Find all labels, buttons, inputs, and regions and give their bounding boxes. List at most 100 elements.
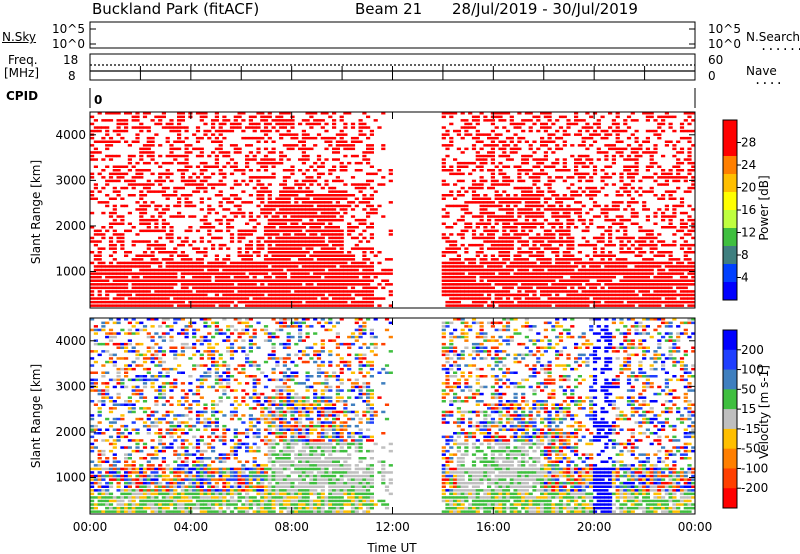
- power-cell: [384, 279, 390, 282]
- power-cell: [540, 240, 545, 243]
- power-cell: [332, 151, 337, 154]
- power-cell: [347, 304, 352, 307]
- power-cell: [324, 122, 329, 126]
- power-cell: [502, 154, 507, 158]
- velocity-cell: [97, 489, 102, 492]
- power-cell: [638, 290, 643, 293]
- power-cell: [460, 186, 465, 190]
- power-cell: [524, 215, 529, 218]
- power-cell: [184, 129, 189, 133]
- power-cell: [638, 179, 643, 183]
- power-cell: [574, 161, 579, 165]
- power-cell: [547, 208, 552, 211]
- power-cell: [298, 183, 303, 186]
- power-cell: [581, 161, 586, 165]
- power-cell: [649, 279, 654, 282]
- velocity-cell: [124, 492, 129, 496]
- power-cell: [127, 183, 132, 186]
- power-cell: [536, 247, 541, 250]
- power-cell: [661, 197, 666, 200]
- power-cell: [139, 300, 144, 304]
- power-cell: [226, 272, 231, 275]
- power-cell: [203, 304, 208, 307]
- power-cell: [664, 112, 669, 115]
- power-cell: [245, 297, 250, 300]
- power-cell: [449, 204, 454, 208]
- power-cell: [468, 133, 473, 136]
- power-cell: [676, 186, 681, 190]
- power-cell: [320, 208, 325, 211]
- power-cell: [316, 122, 322, 126]
- velocity-cell: [135, 489, 140, 492]
- power-cell: [513, 151, 518, 154]
- power-cell: [502, 201, 507, 204]
- power-cell: [343, 147, 348, 151]
- power-cell: [120, 197, 125, 200]
- power-cell: [324, 243, 329, 247]
- power-cell: [615, 229, 620, 233]
- power-cell: [369, 172, 374, 176]
- power-cell: [267, 204, 272, 208]
- power-cell: [543, 154, 548, 158]
- power-cell: [112, 186, 117, 190]
- power-cell: [562, 140, 567, 143]
- power-cell: [260, 119, 265, 122]
- power-cell: [532, 290, 537, 293]
- power-cell: [263, 300, 269, 304]
- power-cell: [679, 304, 685, 307]
- power-cell: [505, 265, 511, 268]
- power-cell: [248, 233, 253, 236]
- power-cell: [165, 236, 170, 240]
- power-cell: [290, 136, 295, 140]
- power-cell: [521, 169, 526, 172]
- power-cell: [309, 179, 314, 183]
- power-cell: [260, 165, 265, 168]
- power-cell: [517, 147, 522, 151]
- power-cell: [97, 286, 102, 290]
- power-cell: [464, 211, 469, 215]
- power-cell: [237, 300, 242, 304]
- velocity-cell: [124, 435, 129, 439]
- power-cell: [441, 112, 446, 115]
- power-cell: [339, 161, 344, 165]
- power-cell: [173, 190, 178, 193]
- power-cell: [108, 283, 114, 286]
- power-cell: [441, 179, 446, 183]
- power-cell: [316, 197, 322, 200]
- power-cell: [180, 275, 185, 279]
- power-cell: [286, 243, 291, 247]
- power-cell: [543, 172, 548, 176]
- power-cell: [294, 201, 299, 204]
- velocity-cell: [101, 375, 106, 378]
- power-cell: [256, 140, 261, 143]
- power-cell: [290, 218, 295, 222]
- power-cell: [668, 194, 673, 197]
- power-cell: [483, 154, 488, 158]
- power-cell: [222, 154, 227, 158]
- power-cell: [456, 261, 461, 265]
- power-cell: [369, 297, 374, 300]
- power-cell: [536, 201, 541, 204]
- power-cell: [294, 144, 299, 147]
- power-cell: [222, 136, 227, 140]
- power-cell: [120, 286, 125, 290]
- power-cell: [305, 236, 310, 240]
- velocity-cell: [105, 485, 110, 488]
- power-cell: [188, 293, 193, 297]
- power-cell: [494, 293, 499, 297]
- velocity-cell: [112, 510, 117, 513]
- power-cell: [460, 126, 465, 129]
- power-cell: [188, 204, 193, 208]
- velocity-cell: [97, 453, 102, 456]
- power-cell: [558, 300, 564, 304]
- power-cell: [623, 251, 628, 254]
- power-cell: [630, 215, 635, 218]
- power-cell: [245, 265, 250, 268]
- power-cell: [487, 133, 492, 136]
- power-cell: [581, 275, 586, 279]
- power-cell: [263, 286, 269, 290]
- power-cell: [320, 279, 325, 282]
- power-cell: [524, 304, 529, 307]
- velocity-cell: [108, 503, 114, 506]
- power-cell: [241, 119, 246, 122]
